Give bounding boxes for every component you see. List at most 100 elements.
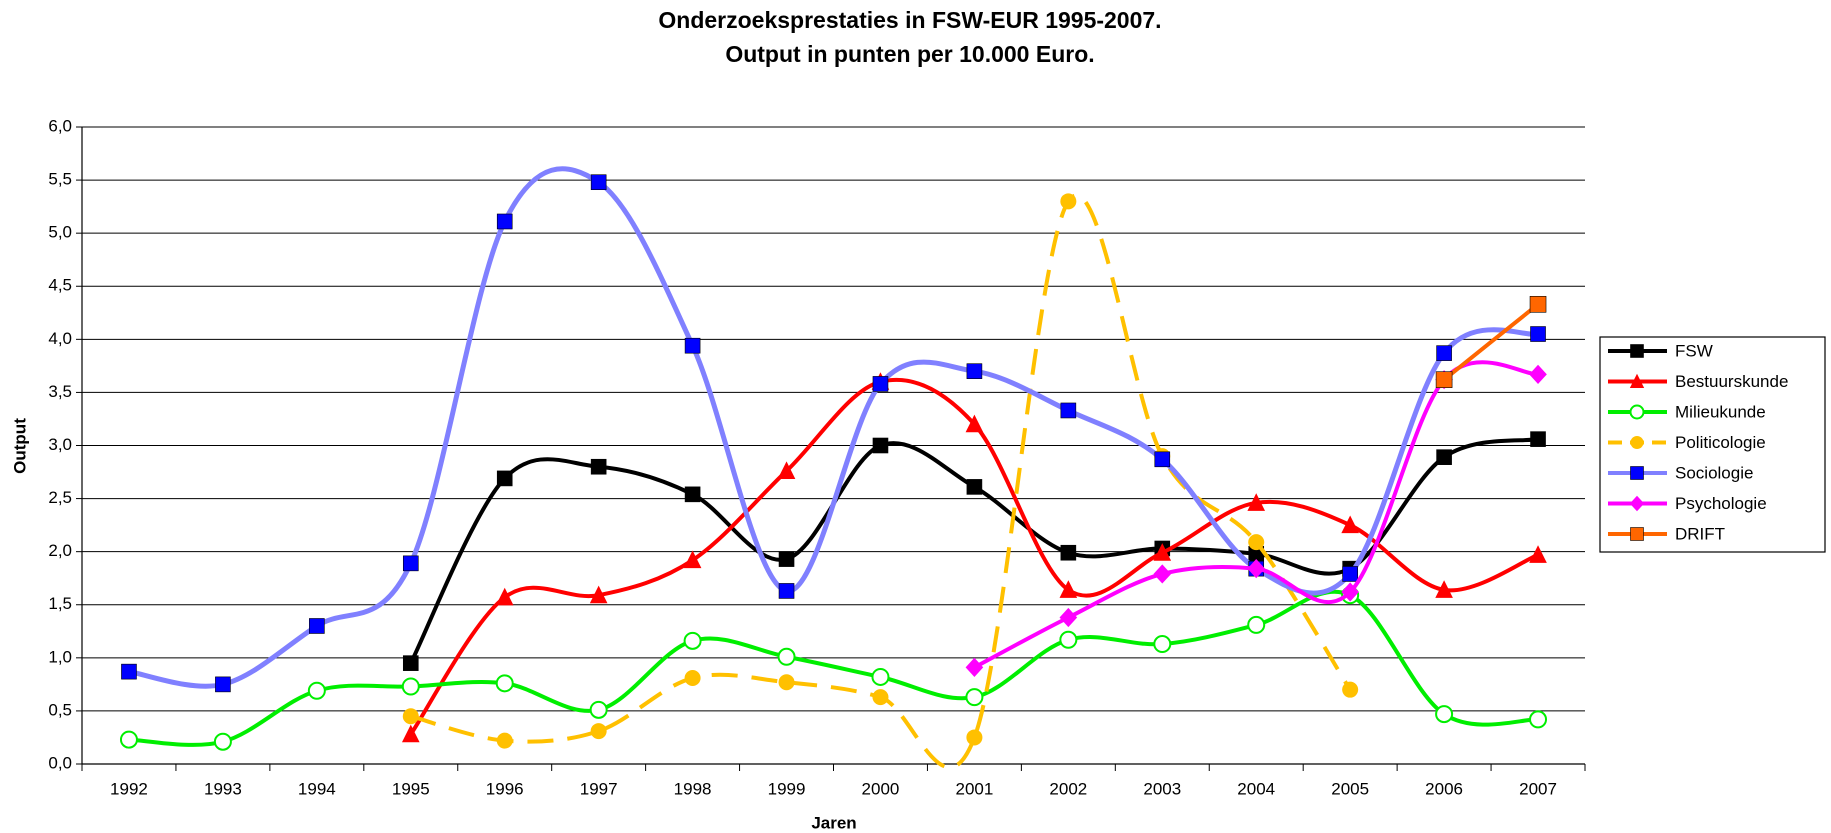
y-tick-label: 1,5 [48, 594, 72, 613]
marker [495, 587, 514, 606]
x-tick-label: 2002 [1049, 779, 1087, 798]
x-tick-label: 1996 [486, 779, 524, 798]
marker [777, 647, 796, 666]
marker [1059, 630, 1078, 649]
marker [590, 458, 607, 475]
marker [495, 674, 514, 693]
marker [402, 655, 419, 671]
x-tick-label: 2004 [1237, 779, 1275, 798]
marker [872, 689, 889, 706]
x-axis-label: Jaren [811, 813, 856, 832]
marker [777, 461, 796, 479]
marker [683, 550, 702, 569]
marker [871, 667, 890, 686]
x-tick-label: 1993 [204, 779, 242, 798]
marker [1436, 449, 1452, 465]
x-tick-label: 2005 [1331, 779, 1369, 798]
marker [1629, 404, 1645, 420]
series-line [410, 193, 1352, 770]
y-tick-label: 2,0 [48, 541, 72, 560]
marker [1435, 371, 1453, 388]
y-tick-label: 2,5 [48, 488, 72, 507]
marker [496, 470, 513, 487]
x-tick-label: 2000 [862, 779, 900, 798]
marker [684, 337, 701, 354]
x-tick-label: 2001 [955, 779, 993, 798]
legend-label: Milieukunde [1675, 402, 1766, 421]
y-tick-label: 4,5 [48, 276, 72, 295]
marker [966, 479, 983, 495]
marker [684, 670, 701, 687]
marker [1247, 493, 1266, 511]
x-tick-label: 2003 [1143, 779, 1181, 798]
series-line [408, 437, 1539, 665]
marker [307, 681, 326, 700]
marker [1060, 402, 1077, 419]
marker [1153, 564, 1172, 584]
marker [966, 729, 983, 746]
x-tick-label: 1994 [298, 779, 336, 798]
legend-label: Sociologie [1675, 463, 1753, 482]
marker [1630, 466, 1644, 480]
x-tick-label: 1997 [580, 779, 618, 798]
marker [1342, 566, 1358, 582]
x-tick-label: 2006 [1425, 779, 1463, 798]
y-tick-label: 5,5 [48, 170, 72, 189]
marker [1530, 431, 1546, 447]
marker [589, 585, 608, 604]
marker [1435, 580, 1453, 598]
marker [778, 551, 795, 567]
marker [213, 732, 232, 751]
y-tick-label: 5,0 [48, 223, 72, 242]
marker [1060, 544, 1077, 561]
marker [965, 414, 984, 433]
y-tick-label: 3,5 [48, 382, 72, 401]
marker [1629, 495, 1645, 512]
marker [1529, 364, 1547, 384]
x-tick-label: 2007 [1519, 779, 1557, 798]
marker [684, 486, 701, 503]
marker [1060, 193, 1077, 210]
marker [683, 631, 702, 650]
marker [1630, 344, 1644, 358]
marker [401, 724, 420, 743]
y-axis-label: Output [10, 418, 29, 474]
y-tick-label: 6,0 [48, 116, 72, 135]
marker [1529, 545, 1547, 563]
x-tick-label: 1992 [110, 779, 148, 798]
chart-subtitle: Output in punten per 10.000 Euro. [725, 41, 1094, 67]
y-tick-label: 1,0 [48, 647, 72, 666]
marker [590, 723, 607, 740]
legend-label: FSW [1675, 341, 1713, 360]
marker [1530, 326, 1546, 342]
marker [1529, 295, 1547, 313]
marker [1059, 580, 1078, 598]
marker [309, 618, 325, 634]
x-tick-label: 1995 [392, 779, 430, 798]
marker [1153, 635, 1172, 654]
marker [872, 437, 889, 454]
marker [1435, 705, 1454, 724]
marker [1630, 436, 1644, 449]
marker [1247, 615, 1266, 634]
marker [1341, 515, 1359, 534]
marker [872, 376, 889, 392]
marker [1247, 559, 1266, 579]
y-tick-label: 0,0 [48, 753, 72, 772]
x-tick-label: 1999 [768, 779, 806, 798]
marker [1341, 582, 1359, 602]
marker [589, 700, 608, 719]
marker [119, 730, 138, 749]
legend-label: Psychologie [1675, 494, 1767, 513]
marker [402, 555, 419, 572]
x-tick-label: 1998 [674, 779, 712, 798]
marker [1630, 527, 1644, 541]
legend-label: Bestuurskunde [1675, 372, 1788, 391]
marker [1629, 373, 1645, 388]
y-tick-label: 3,0 [48, 435, 72, 454]
marker [965, 688, 984, 707]
marker [402, 708, 419, 725]
marker [966, 363, 983, 379]
marker [1248, 534, 1265, 551]
